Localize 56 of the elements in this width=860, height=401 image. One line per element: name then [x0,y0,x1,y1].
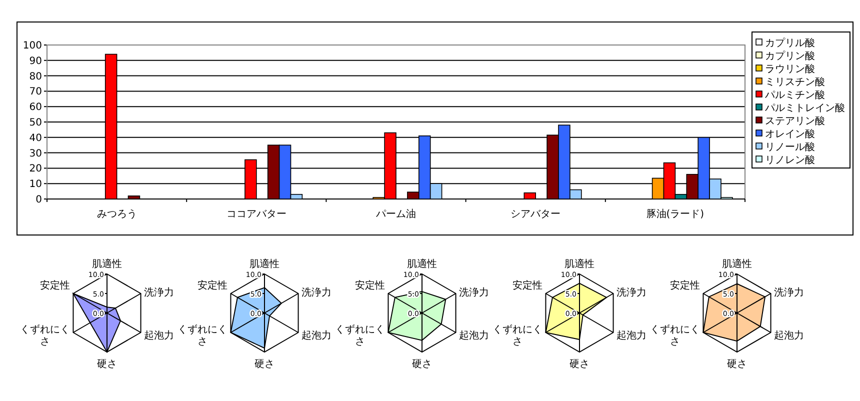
legend-label: パルミチン酸 [764,89,825,101]
y-tick-label: 60 [29,102,42,114]
x-tick-label: パーム油 [375,208,416,220]
spoke-label: 肌適性 [722,258,752,270]
y-tick-label: 40 [29,132,42,144]
legend-label: パルミトレイン酸 [764,102,845,114]
legend-label: ラウリン酸 [765,63,815,75]
spoke-label: 洗浄力 [144,286,174,298]
spoke-label: くずれにくさ [650,324,700,348]
spoke-label: 安定性 [354,280,385,292]
spoke-label: 洗浄力 [302,286,332,298]
spoke-label: 硬さ [570,359,590,370]
legend-label: オレイン酸 [765,128,815,140]
spoke-label: 起泡力 [302,330,332,342]
legend-label: ステアリン酸 [765,115,825,127]
y-tick-label: 10 [29,179,42,190]
y-tick-label: 0 [36,194,42,206]
x-tick-label: 豚油(ラード) [646,208,704,220]
spoke-label: 洗浄力 [459,286,490,298]
spoke-label: 肌適性 [250,258,280,270]
y-tick-label: 30 [29,148,42,160]
legend-label: カプリル酸 [765,37,815,49]
spoke-label: くずれにくさ [20,324,70,348]
spoke-label: 硬さ [97,359,117,370]
spoke-label: 安定性 [512,280,542,292]
spoke-label: 硬さ [412,359,432,370]
legend-label: カプリン酸 [765,50,815,62]
spoke-label: 硬さ [727,359,747,370]
spoke-label: くずれにくさ [177,324,228,348]
x-tick-label: シアバター [510,209,561,220]
spoke-label: 起泡力 [616,330,647,342]
spoke-label: くずれにくさ [492,324,542,348]
y-tick-label: 80 [29,71,42,82]
y-tick-label: 50 [29,118,42,128]
spoke-label: 肌適性 [564,258,594,270]
spoke-label: 硬さ [254,359,274,370]
y-tick-label: 20 [29,164,42,175]
spoke-label: 起泡力 [144,330,174,342]
spoke-label: 肌適性 [92,258,122,270]
legend-label: リノレン酸 [765,154,815,166]
spoke-label: 起泡力 [774,330,804,342]
spoke-label: くずれにくさ [334,324,385,348]
y-tick-label: 100 [22,40,42,52]
legend-label: ミリスチン酸 [765,76,825,88]
spoke-label: 肌適性 [407,258,437,270]
spoke-label: 起泡力 [459,330,490,342]
spoke-label: 安定性 [197,280,228,292]
x-tick-label: ココアバター [226,209,286,220]
y-tick-label: 70 [29,86,42,98]
legend-label: リノール酸 [765,141,815,153]
y-tick-label: 90 [29,56,42,67]
spoke-label: 洗浄力 [774,286,804,298]
spoke-label: 安定性 [40,280,70,292]
x-tick-label: みつろう [96,209,137,220]
spoke-label: 安定性 [670,280,700,292]
spoke-label: 洗浄力 [616,286,647,298]
